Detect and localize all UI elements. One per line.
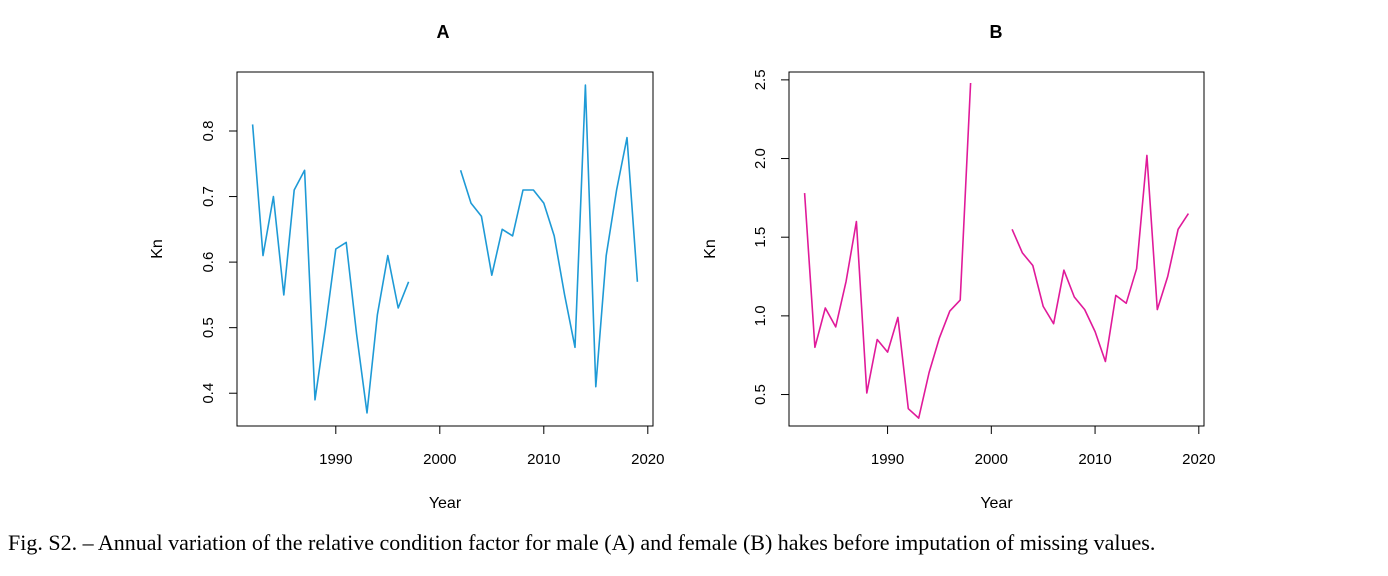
- series-line: [1011, 154, 1190, 363]
- x-axis-label: Year: [980, 495, 1013, 512]
- y-tick-label: 0.5: [752, 384, 769, 405]
- y-axis-label: Kn: [149, 239, 166, 259]
- series-line: [251, 124, 410, 414]
- x-tick-label: 1990: [319, 451, 352, 468]
- chart-title: B: [990, 22, 1003, 42]
- x-tick-label: 2010: [1078, 451, 1111, 468]
- x-tick-label: 2000: [975, 451, 1008, 468]
- chart-panel-b: B 1990 2000 2010 2020 0.5 1.0 1.5 2.0 2.5 Year Kn: [702, 22, 1216, 512]
- y-tick-label: 0.5: [200, 317, 217, 338]
- y-axis-label: Kn: [702, 239, 719, 259]
- y-tick-label: 0.8: [200, 121, 217, 142]
- x-tick-label: 1990: [871, 451, 904, 468]
- series-line: [803, 82, 972, 419]
- x-tick-label: 2000: [423, 451, 456, 468]
- figure-caption: Fig. S2. – Annual variation of the relat…: [8, 530, 1156, 555]
- chart-title: A: [437, 22, 450, 42]
- y-tick-label: 0.7: [200, 186, 217, 207]
- x-tick-label: 2010: [527, 451, 560, 468]
- y-tick-label: 0.6: [200, 252, 217, 273]
- x-tick-label: 2020: [1182, 451, 1215, 468]
- series-line: [459, 84, 639, 388]
- y-tick-label: 1.0: [752, 305, 769, 326]
- y-tick-label: 0.4: [200, 383, 217, 404]
- x-tick-label: 2020: [631, 451, 664, 468]
- y-tick-label: 2.0: [752, 148, 769, 169]
- y-tick-label: 1.5: [752, 227, 769, 248]
- x-axis-label: Year: [429, 495, 462, 512]
- chart-panel-a: A 1990 2000 2010 2020 0.4 0.5 0.6 0.7 0.8 Year Kn: [149, 22, 664, 512]
- y-tick-label: 2.5: [752, 69, 769, 90]
